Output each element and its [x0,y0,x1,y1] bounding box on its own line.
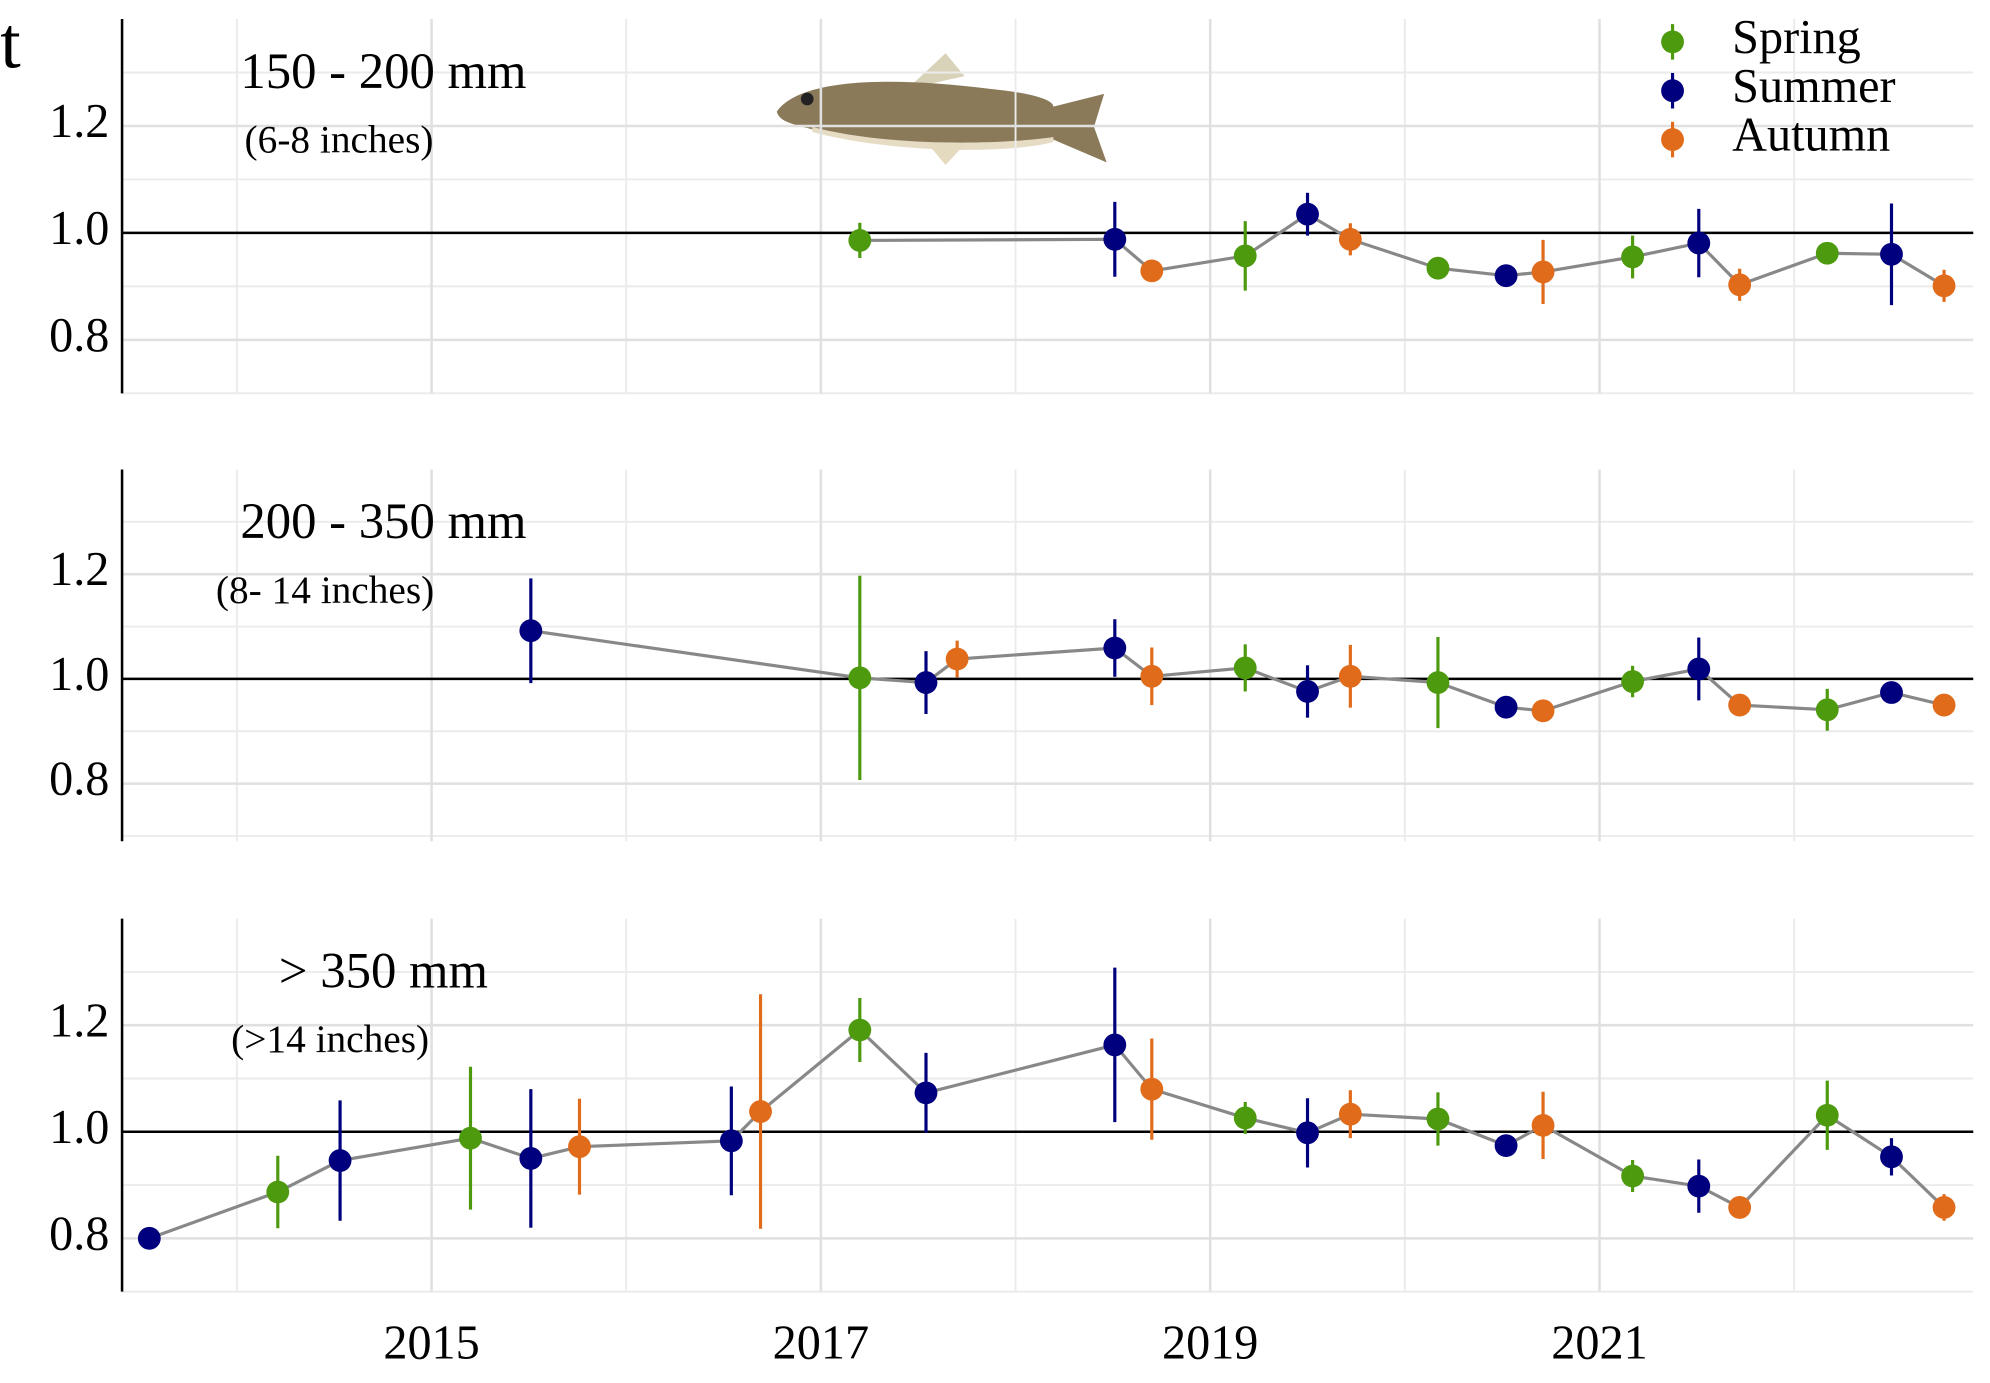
y-tick-label: 0.8 [49,309,109,362]
point [1338,664,1362,688]
legend-label: Spring [1732,11,1861,64]
point [1932,1196,1956,1219]
point [1426,671,1450,694]
point [1494,1134,1518,1158]
legend-marker [1661,79,1684,103]
x-tick-label: 2015 [383,1317,479,1370]
point [1103,636,1127,660]
point [1494,695,1518,719]
point [1880,681,1903,704]
point [1140,1077,1164,1101]
point [266,1180,290,1204]
point [749,1100,772,1123]
y-tick-label: 0.8 [49,1207,109,1260]
panel-title: 200 - 350 mm [240,493,526,549]
point [519,1147,543,1170]
legend-label: Autumn [1732,109,1890,162]
point [1338,227,1362,251]
x-tick-label: 2017 [773,1317,869,1370]
y-tick-label: 1.0 [49,648,109,701]
panel-title: 150 - 200 mm [240,43,526,99]
point [1815,698,1839,722]
y-tick-label: 1.0 [49,1101,109,1154]
point [1140,664,1164,688]
point [1494,264,1518,288]
point [1815,241,1839,265]
point [1621,245,1645,269]
point [1621,670,1645,693]
point [1103,1033,1127,1057]
point [1426,1107,1450,1131]
point [848,228,872,252]
point [719,1129,743,1153]
point [914,1081,938,1105]
fish-image [776,53,1107,165]
point [1103,227,1127,251]
point [1426,256,1450,280]
point [1531,699,1555,723]
point [1932,274,1956,298]
point [1880,242,1903,266]
cropped-label: t [0,2,21,84]
point [1140,259,1164,283]
point [1531,260,1555,284]
point [568,1135,591,1159]
point [1233,1106,1257,1130]
point [1815,1103,1839,1127]
legend-label: Summer [1732,60,1895,113]
panel-subtitle: (6-8 inches) [245,117,434,161]
point [1338,1102,1362,1126]
point [1233,656,1257,680]
point [1687,657,1711,681]
point [848,1018,872,1042]
point [1728,273,1752,297]
point [1296,202,1319,226]
point [945,647,969,671]
x-tick-label: 2021 [1551,1317,1647,1370]
point [1728,693,1752,717]
x-tick-label: 2019 [1162,1317,1258,1370]
point [1621,1164,1645,1188]
legend-marker [1661,30,1684,54]
y-tick-label: 1.0 [49,202,109,255]
point [914,671,938,694]
point [328,1149,352,1172]
panel-subtitle: (>14 inches) [231,1017,429,1061]
point [1728,1196,1752,1219]
y-tick-label: 1.2 [49,543,109,596]
point [459,1126,482,1150]
point [519,619,543,643]
point [1932,693,1956,717]
y-tick-label: 1.2 [49,95,109,148]
point [137,1226,161,1250]
point [1687,231,1711,255]
point [1687,1174,1711,1198]
point [1880,1145,1903,1169]
point [1531,1113,1555,1137]
panel-title: > 350 mm [279,942,488,998]
point [1233,244,1257,268]
legend-marker [1661,128,1684,151]
panel: 0.8 1.0 1.2 2015 2017 2019 2021 > 350 mm (>14 in… [49,918,1974,1370]
point [848,666,872,690]
point [1296,680,1319,703]
panel: 0.8 1.0 1.2 150 - 200 mm (6-8 inches) [49,19,1974,395]
panel: 0.8 1.0 1.2 200 - 350 mm (8- 14 inches) [49,469,1974,842]
y-tick-label: 0.8 [49,753,109,806]
panel-subtitle: (8- 14 inches) [216,568,434,612]
y-tick-label: 1.2 [49,994,109,1047]
point [1296,1121,1319,1145]
